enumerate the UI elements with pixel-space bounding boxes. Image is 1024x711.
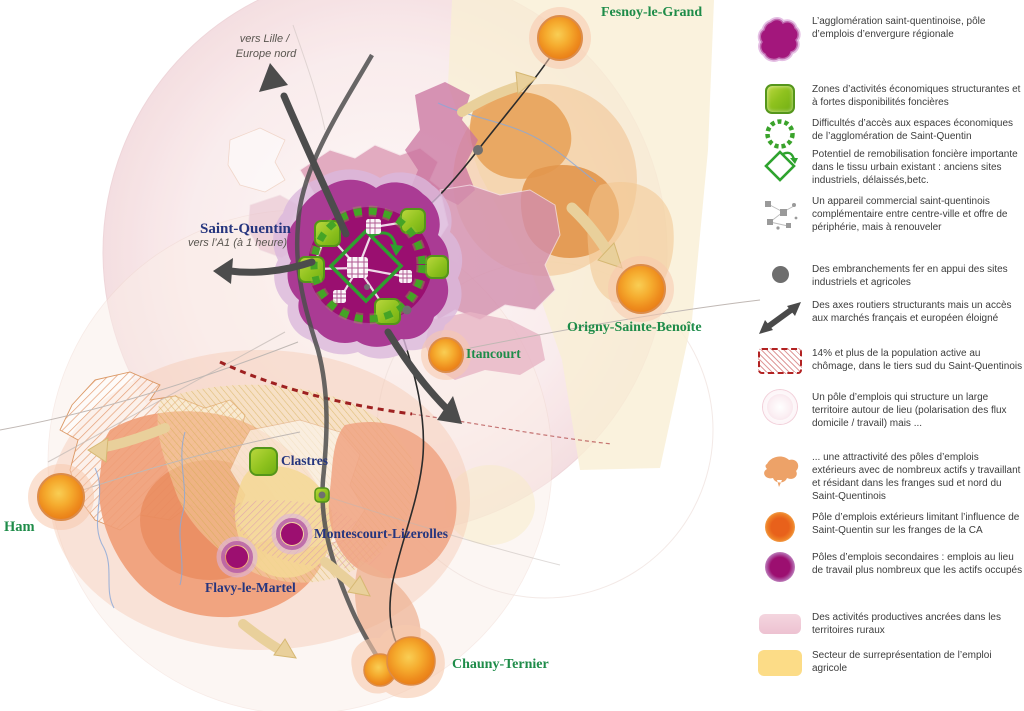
pole-origny [608,256,674,322]
economic-zone-icon [765,84,795,114]
commercial-nodes [333,219,412,303]
map-labels: Fesnoy-le-Grand Saint-Quentin vers Lille… [4,5,702,672]
label-flavy: Flavy-le-Martel [205,580,296,595]
external-attractivity-icon [756,450,804,490]
access-difficulty-ring [308,205,428,325]
external-pole-icon [765,512,795,542]
unemployment-hatch-icon [758,348,802,374]
access-difficulty-icon [756,116,804,152]
label-ham: Ham [4,519,35,535]
clastres-zone [249,447,330,503]
legend-item-economic-zones: Zones d’activités économiques structuran… [756,82,1024,114]
label-chauny: Chauny-Ternier [452,657,549,672]
legend-text: Des axes routiers structurants mais un a… [812,300,1012,324]
main-road [294,53,380,660]
label-fesnoy: Fesnoy-le-Grand [601,5,702,20]
productive-activities-icon [759,614,801,634]
road-axis-arrows [213,63,462,424]
agglomeration-blob-icon [756,14,804,66]
legend-text: Un appareil commercial saint-quentinois … [812,196,1008,233]
external-poles [28,7,674,699]
pole-itancourt [421,330,471,380]
legend-item-attractivity: ... une attractivité des pôles d’emplois… [756,450,1024,503]
pole-chauny [351,624,445,699]
legend-item-productive-activities: Des activités productives ancrées dans l… [756,610,1024,637]
legend-text: Zones d’activités économiques structuran… [812,84,1021,108]
pole-flavy [216,536,258,578]
rail-branch-dots [364,145,483,315]
legend-text: Difficultés d’accès aux espaces économiq… [812,118,1014,142]
label-itancourt: Itancourt [466,346,521,361]
pole-ham [28,464,94,530]
label-clastres: Clastres [281,453,328,468]
legend-item-pole-halo: Un pôle d’emplois qui structure un large… [756,390,1024,430]
commuter-flux-arrows [87,71,623,659]
label-saint-quentin: Saint-Quentin [200,221,292,237]
label-montescourt: Montescourt-Lizerolles [314,526,448,541]
rail-branch-icon [771,266,789,283]
annotation-lille: vers Lille / Europe nord [236,33,297,60]
pole-montescourt [271,513,313,555]
legend-text: Secteur de surreprésentation de l’emploi… [812,650,992,674]
legend-text: L’agglomération saint-quentinoise, pôle … [812,16,986,40]
secondary-poles [216,513,313,578]
legend-item-remobilization: Potentiel de remobilisation foncière imp… [756,147,1024,187]
legend-item-commercial: Un appareil commercial saint-quentinois … [756,194,1024,238]
legend-text: Pôles d’emplois secondaires : emplois au… [812,552,1023,576]
legend-text: ... une attractivité des pôles d’emplois… [812,452,1021,502]
agricultural-sector-icon [758,650,802,676]
legend-item-agglomeration: L’agglomération saint-quentinoise, pôle … [756,14,1024,66]
legend-text: Un pôle d’emplois qui structure un large… [812,392,1007,429]
legend-text: Des activités productives ancrées dans l… [812,612,1001,636]
saint-quentin-agglomeration [273,53,483,660]
employment-pole-halo-icon [763,390,797,424]
road-axis-icon [756,298,804,338]
secondary-pole-icon [765,552,795,582]
legend-item-access-difficulty: Difficultés d’accès aux espaces économiq… [756,116,1024,152]
legend-panel: L’agglomération saint-quentinoise, pôle … [756,0,1024,711]
legend-item-unemployment: 14% et plus de la population active au c… [756,346,1024,374]
legend-item-secondary-pole: Pôles d’emplois secondaires : emplois au… [756,550,1024,582]
legend-text: Potentiel de remobilisation foncière imp… [812,149,1018,186]
label-origny: Origny-Sainte-Benoîte [567,320,702,335]
commercial-network-icon [756,194,804,238]
land-remobilization-icon [756,147,804,185]
legend-text: Des embranchements fer en appui des site… [812,264,1008,288]
minor-roads [0,24,761,566]
annotation-a1: vers l’A1 (à 1 heure) [188,237,287,249]
legend-text: Pôle d’emplois extérieurs limitant l’inf… [812,512,1020,536]
legend-item-rail-branches: Des embranchements fer en appui des site… [756,262,1024,289]
legend-item-external-pole: Pôle d’emplois extérieurs limitant l’inf… [756,510,1024,542]
unemployment-limit-line [219,360,613,445]
legend-item-road-axes: Des axes routiers structurants mais un a… [756,298,1024,338]
pole-fesnoy [529,7,591,69]
remobilization-diamond [328,228,404,304]
legend-text: 14% et plus de la population active au c… [812,348,1023,372]
legend-item-agricultural-sector: Secteur de surreprésentation de l’emploi… [756,648,1024,676]
